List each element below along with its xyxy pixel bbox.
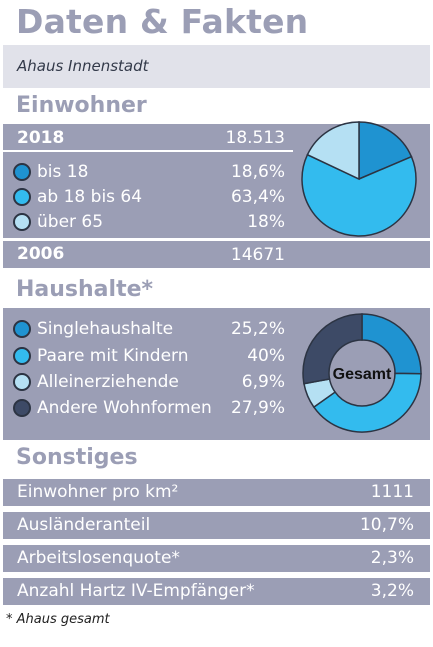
legend-label: ab 18 bis 64 (37, 187, 143, 207)
footnote: * Ahaus gesamt (6, 612, 110, 627)
einwohner-divider (3, 150, 293, 152)
sonstiges-row-arbeitslos: Arbeitslosenquote* 2,3% (3, 545, 430, 572)
sonstiges-heading: Sonstiges (16, 445, 138, 470)
row-value: 3,2% (370, 581, 414, 601)
legend-label: Alleinerziehende (37, 372, 179, 392)
legend-label: bis 18 (37, 162, 89, 182)
legend-dot-icon (13, 320, 31, 338)
einwohner-2006-row: 2006 (3, 241, 430, 268)
subtitle: Ahaus Innenstadt (17, 57, 149, 75)
einwohner-pie-chart (301, 121, 417, 237)
legend-dot-icon (13, 163, 31, 181)
row-value: 2,3% (370, 548, 414, 568)
legend-dot-icon (13, 213, 31, 231)
legend-label: Andere Wohnformen (37, 398, 212, 418)
einwohner-pie-slice-1 (301, 153, 417, 237)
donut-center-label: Gesamt (333, 366, 392, 383)
row-value: 1111 (370, 482, 414, 502)
legend-label: über 65 (37, 212, 104, 232)
legend-dot-icon (13, 373, 31, 391)
row-label: Anzahl Hartz IV-Empfänger* (17, 581, 255, 601)
legend-value: 63,4% (230, 187, 285, 207)
haushalte-donut-slice-0 (361, 313, 422, 375)
row-value: 10,7% (359, 515, 414, 535)
einwohner-pie-slice-0 (358, 121, 413, 181)
year-2018-label: 2018 (17, 128, 65, 148)
legend-dot-icon (13, 347, 31, 365)
legend-value: 18,6% (230, 162, 285, 182)
year-2018-value: 18.513 (225, 128, 285, 148)
einwohner-heading: Einwohner (16, 93, 147, 118)
legend-dot-icon (13, 188, 31, 206)
legend-value: 40% (247, 346, 285, 366)
subtitle-box: Ahaus Innenstadt (3, 45, 430, 88)
haushalte-heading: Haushalte* (16, 277, 154, 302)
legend-label: Paare mit Kindern (37, 346, 189, 366)
haushalte-donut-slice-3 (302, 313, 363, 385)
einwohner-2018-row: 2018 (3, 126, 430, 151)
haushalte-donut-chart: Gesamt (302, 313, 422, 433)
legend-value: 27,9% (230, 398, 285, 418)
einwohner-pie-slice-2 (306, 121, 360, 181)
page-title: Daten & Fakten (16, 2, 309, 41)
legend-value: 25,2% (230, 319, 285, 339)
legend-label: Singlehaushalte (37, 319, 174, 339)
row-label: Arbeitslosenquote* (17, 548, 180, 568)
year-2006-value: 14671 (230, 245, 285, 265)
sonstiges-row-auslaender: Ausländeranteil 10,7% (3, 512, 430, 539)
sonstiges-row-hartz: Anzahl Hartz IV-Empfänger* 3,2% (3, 578, 430, 605)
legend-dot-icon (13, 399, 31, 417)
haushalte-donut-slice-1 (312, 372, 422, 433)
legend-value: 6,9% (241, 372, 285, 392)
legend-value: 18% (247, 212, 285, 232)
sonstiges-row-einwohner: Einwohner pro km² 1111 (3, 479, 430, 506)
row-label: Ausländeranteil (17, 515, 151, 535)
year-2006-label: 2006 (17, 244, 65, 264)
row-label: Einwohner pro km² (17, 482, 179, 502)
